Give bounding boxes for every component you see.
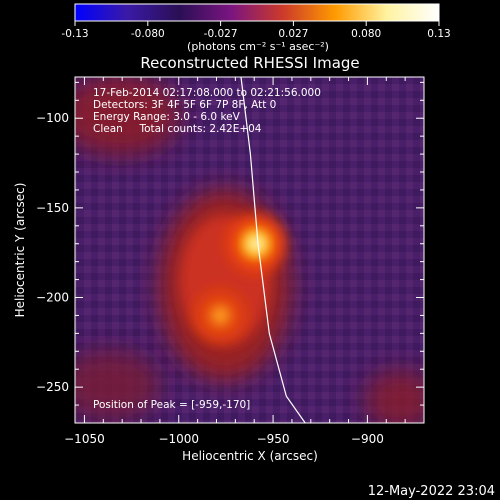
y-tick-label: −250 [36,380,69,394]
info-clean-counts: Clean Total counts: 2.42E+04 [93,123,262,135]
plot-frame [74,76,425,424]
x-tick-label: −950 [257,432,290,446]
peak-source-core [247,234,266,253]
colorbar-unit-label: (photons cm⁻² s⁻¹ asec⁻²) [187,40,329,53]
y-axis-label: Heliocentric Y (arcsec) [13,183,27,318]
y-axis-ticks: −100 −150 −200 −250 [36,81,424,406]
warm-region-bottom-left [75,350,160,420]
colorbar-tick-label: 0.13 [427,28,450,40]
colorbar: -0.13 -0.080 -0.027 0.027 0.080 0.13 (photons… [61,3,451,53]
info-time-range: 17-Feb-2014 02:17:08.000 to 02:21:56.000 [93,87,321,99]
info-block: 17-Feb-2014 02:17:08.000 to 02:21:56.000… [93,87,321,135]
heatmap-sources [194,213,287,342]
colorbar-ticks: -0.13 -0.080 -0.027 0.027 0.080 0.13 [61,21,451,40]
x-tick-label: −900 [351,432,384,446]
colorbar-tick-label: -0.13 [61,28,88,40]
y-tick-label: −100 [36,111,69,125]
x-axis-label: Heliocentric X (arcsec) [182,449,318,463]
x-tick-label: −1050 [64,432,105,446]
footer-timestamp: 12-May-2022 23:04 [368,484,495,499]
colorbar-tick-label: 0.027 [278,28,308,40]
colorbar-gradient [74,3,440,22]
colorbar-tick-label: 0.080 [351,28,381,40]
chart-title: Reconstructed RHESSI Image [140,54,359,72]
secondary-source-core [210,305,231,326]
x-tick-label: −1000 [158,432,199,446]
warm-region-top-left [75,77,180,155]
colorbar-tick-label: -0.080 [131,28,165,40]
colorbar-tick-label: -0.027 [204,28,238,40]
x-axis-ticks: −1050 −1000 −950 −900 [64,77,425,446]
peak-position-label: Position of Peak = [-959,-170] [93,399,250,411]
solar-limb-curve [240,77,306,423]
y-tick-label: −150 [36,201,69,215]
y-tick-label: −200 [36,291,69,305]
info-energy-range: Energy Range: 3.0 - 6.0 keV [93,111,241,123]
info-detectors: Detectors: 3F 4F 5F 6F 7P 8F, Att 0 [93,99,276,111]
warm-region-bottom-right [365,370,424,423]
plot-area [75,77,424,423]
